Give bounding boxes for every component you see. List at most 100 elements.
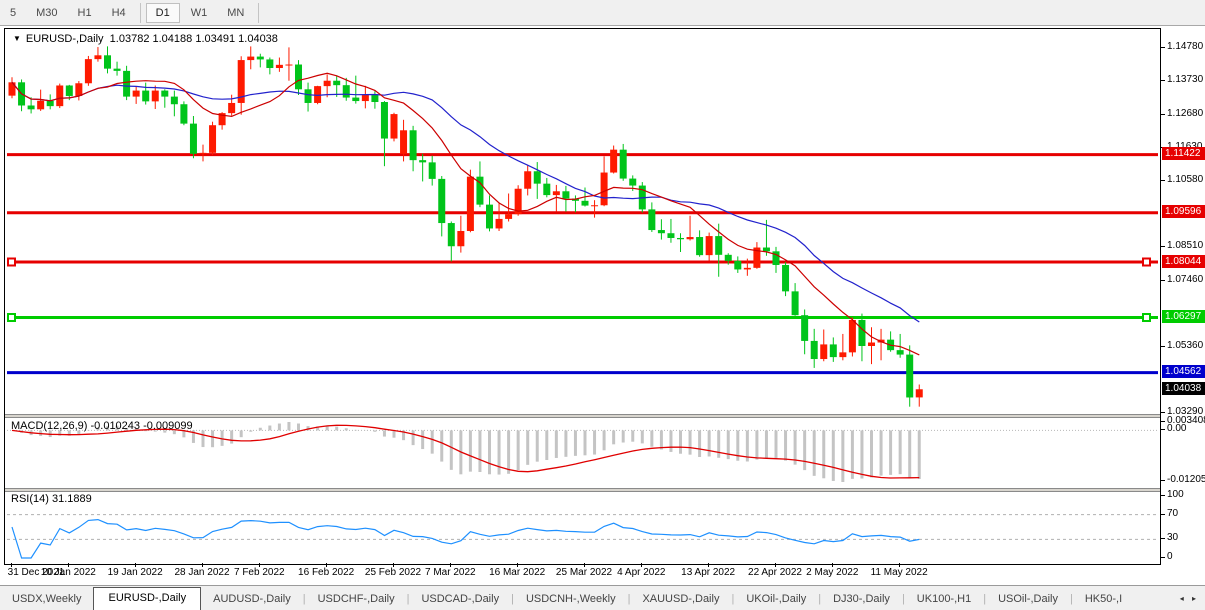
tab-separator: | (1069, 593, 1073, 605)
macd-label: MACD(12,26,9) -0.010243 -0.009099 (11, 420, 193, 432)
symbol-dropdown-icon[interactable]: ▼ (13, 34, 21, 43)
date-tick-label: 31 Dec 2021 (7, 567, 65, 578)
candles (8, 46, 923, 407)
symbol-tabbar: USDX,Weekly EURUSD-,Daily AUDUSD-,Daily | US… (0, 585, 1205, 610)
symbol-tab-dj30-daily[interactable]: DJ30-,Daily (833, 593, 890, 605)
symbol-tab-usdcad-daily[interactable]: USDCAD-,Daily (421, 593, 500, 605)
rsi-panel[interactable]: RSI(14) 31.1889 (5, 491, 1160, 564)
price-tick-mark (1161, 47, 1165, 48)
ohlc-open: 1.03782 (109, 33, 150, 45)
symbol-tab-xauusd-daily[interactable]: XAUUSD-,Daily (642, 593, 720, 605)
symbol-tab-uk100-h1[interactable]: UK100-,H1 (916, 593, 972, 605)
price-tick-label: 1.11630 (1167, 141, 1202, 152)
macd-axis-zero-tick (1161, 429, 1165, 431)
ohlc-close: 1.04038 (238, 33, 278, 45)
macd-axis-max-tick (1161, 421, 1165, 422)
ma-slow-line (11, 81, 920, 323)
date-tick-mark (775, 563, 776, 567)
timeframe-button-w1[interactable]: W1 (190, 6, 208, 19)
macd-histogram (20, 422, 921, 482)
ma-fast-line (11, 72, 920, 356)
macd-panel[interactable]: MACD(12,26,9) -0.010243 -0.009099 (5, 418, 1160, 488)
rsi-tick-mark (1161, 557, 1165, 558)
macd-main-value: -0.010243 (90, 420, 141, 432)
timeframe-button-m30[interactable]: M30 (36, 6, 58, 19)
tab-separator: | (901, 593, 905, 605)
date-tick-label: 13 Apr 2022 (681, 567, 736, 578)
price-tick-mark (1161, 113, 1165, 115)
tab-separator: | (627, 593, 631, 605)
rsi-chart-canvas[interactable] (5, 491, 1160, 564)
price-tick-mark (1161, 246, 1165, 248)
level-lines (7, 153, 1158, 375)
rsi-value: 31.1889 (51, 493, 92, 505)
date-tick-mark (135, 563, 137, 567)
timeframe-button-d1[interactable]: D1 (145, 2, 180, 23)
macd-axis-min: -0.01205 (1167, 474, 1205, 485)
panel-divider[interactable] (5, 414, 1160, 418)
date-tick-mark (899, 563, 901, 567)
chart-title: ▼ EURUSD-,Daily 1.03782 1.04188 1.03491 1… (13, 33, 278, 45)
current-price-label: 1.04038 (1162, 381, 1205, 395)
symbol-tab-usdx-weekly[interactable]: USDX,Weekly (12, 593, 82, 605)
price-axis: 1.14780 1.13730 1.12680 1.11630 1.10580 1.085… (1161, 28, 1205, 565)
rsi-label: RSI(14) 31.1889 (11, 493, 92, 505)
ohlc-high: 1.04188 (152, 33, 193, 45)
timeframe-button-mn[interactable]: MN (227, 6, 245, 19)
date-tick-mark (584, 563, 585, 567)
date-tick-label: 7 Feb 2022 (233, 567, 285, 578)
date-tick-mark (11, 563, 12, 567)
date-tick-mark (450, 563, 452, 567)
macd-signal-value: -0.009099 (143, 420, 193, 432)
price-tick-label: 1.03290 (1167, 406, 1204, 418)
price-tick-mark (1161, 279, 1165, 281)
tab-separator: | (818, 593, 822, 605)
rsi-tick-label: 30 (1167, 532, 1179, 544)
price-tick-label: 1.10580 (1167, 174, 1204, 186)
price-tick-label: 1.13730 (1167, 74, 1204, 86)
timeframe-button-h4[interactable]: H4 (111, 6, 126, 19)
macd-axis-zero: 0.00 (1167, 423, 1187, 435)
price-tick-label: 1.05360 (1167, 340, 1204, 352)
macd-axis-max: 0.003408 (1167, 415, 1205, 426)
chart-window: ▼ EURUSD-,Daily 1.03782 1.04188 1.03491 1… (4, 28, 1161, 565)
date-tick-label: 25 Feb 2022 (364, 567, 422, 578)
symbol-tab-eurusd-daily[interactable]: EURUSD-,Daily (93, 587, 202, 610)
rsi-tick-label: 70 (1167, 507, 1179, 519)
candlestick-chart-canvas[interactable] (5, 29, 1160, 414)
symbol-tab-usdchf-daily[interactable]: USDCHF-,Daily (317, 593, 395, 605)
level-price-label: 1.09596 (1162, 205, 1205, 219)
panel-divider[interactable] (5, 488, 1160, 492)
symbol-tab-usoil-daily[interactable]: USOil-,Daily (998, 593, 1058, 605)
macd-chart-canvas[interactable] (5, 418, 1160, 488)
tab-separator: | (511, 593, 514, 605)
date-tick-mark (517, 563, 519, 567)
date-axis: 31 Dec 2021 10 Jan 2022 19 Jan 2022 28 Jan … (0, 563, 1205, 584)
chart-symbol-label: EURUSD-,Daily (25, 33, 104, 45)
tab-separator: | (983, 593, 987, 605)
timeframe-toolbar: 5 M30 H1 H4 D1 W1 MN (0, 0, 1205, 26)
date-tick-label: 22 Apr 2022 (748, 567, 802, 578)
price-tick-label: 1.08510 (1167, 240, 1204, 252)
price-chart-panel[interactable]: ▼ EURUSD-,Daily 1.03782 1.04188 1.03491 1… (5, 29, 1160, 414)
date-tick-label: 19 Jan 2022 (107, 567, 163, 578)
price-tick-mark (1161, 346, 1165, 348)
date-tick-label: 10 Jan 2022 (40, 567, 96, 578)
tab-scroll-arrows[interactable]: ◂ ▸ (1179, 594, 1199, 603)
timeframe-button-h1[interactable]: H1 (77, 6, 92, 19)
date-tick-mark (708, 563, 710, 567)
price-tick-mark (1161, 412, 1165, 414)
symbol-tab-audusd-daily[interactable]: AUDUSD-,Daily (213, 593, 291, 605)
date-tick-label: 2 May 2022 (806, 567, 859, 578)
rsi-tick-label: 100 (1167, 489, 1184, 500)
timeframe-button-5[interactable]: 5 (10, 6, 17, 19)
symbol-tab-hk50-i[interactable]: HK50-,I (1084, 593, 1123, 605)
toolbar-separator (139, 2, 141, 23)
tab-separator: | (406, 593, 410, 605)
tab-separator: | (302, 593, 306, 605)
price-tick-label: 1.14780 (1167, 41, 1204, 52)
symbol-tab-usdcnh-weekly[interactable]: USDCNH-,Weekly (525, 593, 616, 605)
symbol-tab-ukoil-daily[interactable]: UKOil-,Daily (746, 593, 807, 605)
date-tick-mark (393, 563, 394, 567)
date-tick-mark (202, 563, 203, 567)
